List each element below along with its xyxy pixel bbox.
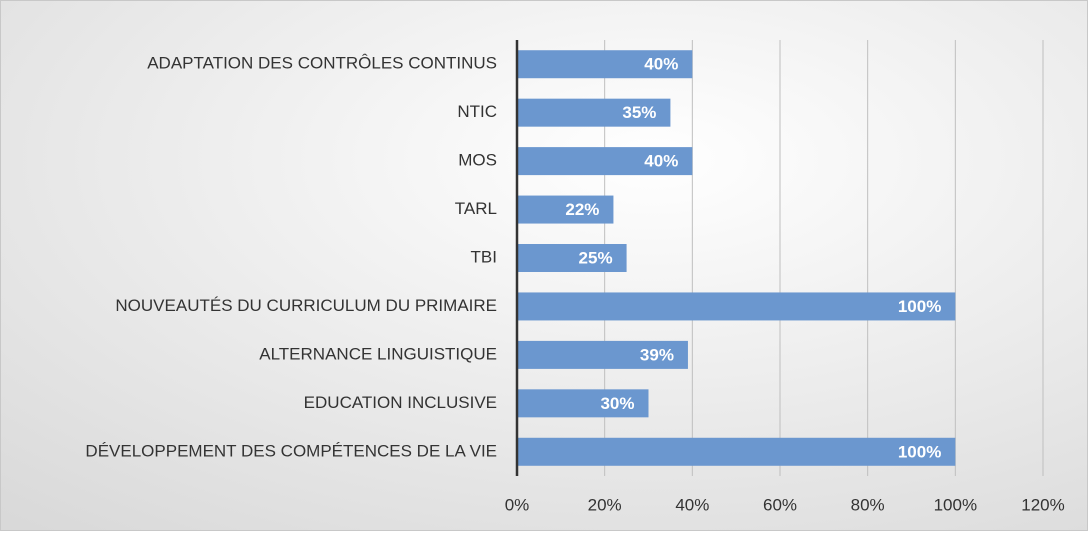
bar <box>517 437 956 466</box>
y-tick-label: NTIC <box>457 102 497 121</box>
x-tick-label: 100% <box>934 495 977 514</box>
value-label: 30% <box>600 394 634 413</box>
bar <box>517 244 627 272</box>
x-tick-label: 120% <box>1021 495 1064 514</box>
bar <box>517 292 956 321</box>
y-tick-label: ADAPTATION DES CONTRÔLES CONTINUS <box>147 54 497 73</box>
x-tick-label: 80% <box>851 495 885 514</box>
y-tick-label: NOUVEAUTÉS DU CURRICULUM DU PRIMAIRE <box>115 296 497 315</box>
bar <box>517 389 649 418</box>
value-label: 35% <box>622 103 656 122</box>
bar <box>517 340 688 369</box>
value-label: 22% <box>565 200 599 219</box>
bar <box>517 50 693 79</box>
y-tick-label: DÉVELOPPEMENT DES COMPÉTENCES DE LA VIE <box>85 441 497 460</box>
bar <box>517 147 693 176</box>
x-tick-label: 60% <box>763 495 797 514</box>
value-label: 100% <box>898 442 941 461</box>
x-tick-label: 20% <box>588 495 622 514</box>
y-tick-label: TARL <box>455 199 497 218</box>
y-tick-label: TBI <box>471 247 497 266</box>
value-label: 40% <box>644 55 678 74</box>
value-label: 100% <box>898 297 941 316</box>
y-tick-label: ALTERNANCE LINGUISTIQUE <box>259 344 497 363</box>
x-tick-label: 0% <box>505 495 530 514</box>
x-tick-label: 40% <box>675 495 709 514</box>
bar <box>517 195 614 224</box>
value-label: 25% <box>579 248 613 267</box>
y-tick-label: EDUCATION INCLUSIVE <box>304 393 497 412</box>
bar <box>517 98 671 127</box>
value-label: 40% <box>644 152 678 171</box>
y-tick-label: MOS <box>458 151 497 170</box>
value-label: 39% <box>640 345 674 364</box>
